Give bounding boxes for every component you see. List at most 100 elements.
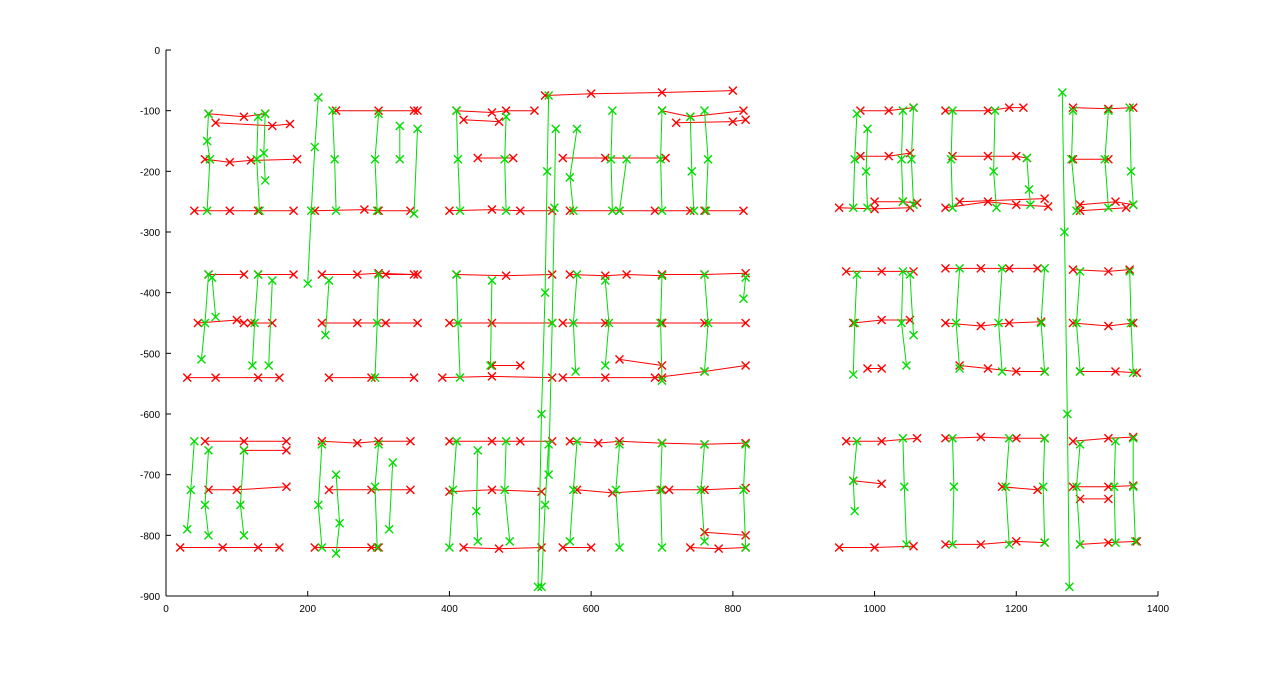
series-1-point <box>657 106 667 116</box>
series-0-point <box>487 318 497 328</box>
series-0-point <box>359 205 369 215</box>
series-1-point <box>202 136 212 146</box>
series-0-point <box>848 318 858 328</box>
series-0-point <box>289 206 299 216</box>
series-1-point <box>1110 538 1120 548</box>
series-1-point <box>897 154 906 164</box>
series-1-point <box>898 106 908 116</box>
series-1-point <box>687 166 697 176</box>
series-0-point <box>324 485 334 495</box>
series-0-segment-line <box>1073 485 1134 488</box>
series-0-point <box>374 542 384 552</box>
series-0-segment-line <box>204 158 298 163</box>
series-1-segment-line <box>1061 92 1070 587</box>
series-0-point <box>884 151 894 161</box>
series-1-point <box>370 373 380 383</box>
series-0-point <box>253 206 263 216</box>
series-1-point <box>1128 482 1138 492</box>
series-1-point <box>568 318 578 328</box>
series-1-segment-line <box>742 444 747 548</box>
series-0-point <box>253 373 263 383</box>
series-1-point <box>500 485 510 495</box>
series-1-point <box>544 439 554 449</box>
series-1-point <box>374 269 384 279</box>
series-0-point <box>547 373 557 383</box>
series-1-segment-line <box>689 116 695 211</box>
series-0-point <box>983 151 993 161</box>
y-tick-label: -600 <box>140 410 160 421</box>
series-0-point <box>870 542 880 552</box>
series-0-point <box>409 106 419 116</box>
series-1-point <box>1062 409 1072 419</box>
series-1-point <box>253 269 263 279</box>
series-0-point <box>352 318 362 328</box>
series-1-segment-line <box>307 97 319 284</box>
series-0-point <box>855 151 865 161</box>
series-0-point <box>246 318 256 328</box>
series-1-point <box>388 458 398 468</box>
series-0-point <box>622 269 632 279</box>
series-1-point <box>252 154 262 164</box>
series-1-segment-line <box>909 274 914 336</box>
series-0-point <box>983 364 993 373</box>
series-1-point <box>448 485 458 495</box>
series-1-point <box>700 269 710 279</box>
series-1-segment-line <box>186 441 195 530</box>
series-0-point <box>741 115 751 125</box>
series-0-point <box>1103 104 1113 114</box>
series-0-point <box>1128 432 1138 442</box>
series-1-point <box>452 436 462 446</box>
series-0-point <box>1068 436 1078 446</box>
series-0-point <box>1011 536 1021 546</box>
series-1-point <box>696 485 706 495</box>
series-0-point <box>558 153 568 163</box>
series-0-segment-line <box>463 547 542 550</box>
series-0-segment-line <box>569 440 663 444</box>
series-1-segment-line <box>200 274 209 360</box>
series-0-point <box>841 266 851 276</box>
series-1-segment-line <box>743 277 747 299</box>
series-0-point <box>955 197 965 207</box>
series-0-segment-line <box>463 119 500 123</box>
series-1-point <box>997 367 1007 377</box>
series-1-point <box>948 433 958 443</box>
x-tick-label: 1400 <box>1147 604 1170 615</box>
series-0-point <box>374 268 384 278</box>
series-0-point <box>225 206 235 216</box>
series-0-segment-line <box>952 155 1027 159</box>
series-1-segment-line <box>456 274 461 378</box>
series-1-point <box>330 154 340 164</box>
series-0-point <box>976 539 986 549</box>
series-0-point <box>593 438 603 448</box>
series-1-point <box>703 154 713 164</box>
series-1-point <box>700 536 710 546</box>
series-0-point <box>317 318 327 328</box>
series-1-point <box>1075 539 1085 549</box>
series-0-point <box>444 206 454 216</box>
series-0-segment-line <box>1072 322 1134 327</box>
series-1-point <box>990 106 1000 116</box>
series-1-point <box>604 318 614 328</box>
series-0-point <box>600 373 610 383</box>
series-1-segment-line <box>448 441 457 548</box>
series-0-point <box>1018 103 1028 113</box>
series-1-point <box>607 106 617 116</box>
series-0-point <box>239 269 249 279</box>
series-1-segment-line <box>324 280 330 336</box>
series-1-segment-line <box>955 268 961 369</box>
series-1-point <box>200 318 210 328</box>
series-1-point <box>1125 266 1135 276</box>
series-0-point <box>997 482 1007 492</box>
series-1-point <box>600 276 610 286</box>
series-1-point <box>313 92 323 102</box>
series-0-segment-line <box>669 487 746 491</box>
series-1-point <box>657 542 667 552</box>
series-1-point <box>1001 482 1011 492</box>
series-1-point <box>374 439 384 449</box>
series-0-point <box>565 436 575 446</box>
series-0-point <box>877 315 887 325</box>
series-1-point <box>1125 103 1135 113</box>
series-0-point <box>1068 154 1078 164</box>
series-0-point <box>834 203 844 213</box>
series-1-point <box>1064 582 1074 592</box>
